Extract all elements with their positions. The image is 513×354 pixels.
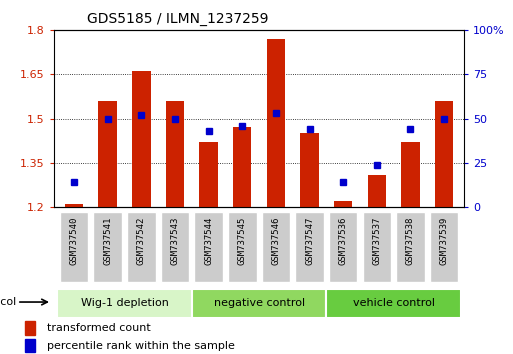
FancyBboxPatch shape — [93, 212, 122, 282]
Text: GDS5185 / ILMN_1237259: GDS5185 / ILMN_1237259 — [87, 12, 268, 26]
Text: transformed count: transformed count — [47, 323, 151, 333]
Text: GSM737547: GSM737547 — [305, 217, 314, 265]
Text: GSM737543: GSM737543 — [170, 217, 180, 265]
Text: GSM737545: GSM737545 — [238, 217, 247, 265]
Text: negative control: negative control — [213, 298, 305, 308]
Bar — [300, 133, 319, 207]
Text: protocol: protocol — [0, 297, 16, 307]
FancyBboxPatch shape — [430, 212, 459, 282]
Text: vehicle control: vehicle control — [352, 298, 435, 308]
FancyBboxPatch shape — [194, 212, 223, 282]
Bar — [132, 72, 151, 207]
Bar — [367, 175, 386, 207]
FancyBboxPatch shape — [329, 212, 358, 282]
Text: GSM737536: GSM737536 — [339, 217, 348, 265]
Bar — [233, 127, 251, 207]
FancyBboxPatch shape — [228, 212, 256, 282]
Bar — [267, 39, 285, 207]
Bar — [435, 101, 453, 207]
FancyBboxPatch shape — [57, 289, 192, 318]
FancyBboxPatch shape — [396, 212, 425, 282]
Text: GSM737538: GSM737538 — [406, 217, 415, 265]
FancyBboxPatch shape — [295, 212, 324, 282]
Bar — [25, 339, 35, 352]
FancyBboxPatch shape — [60, 212, 88, 282]
Text: GSM737537: GSM737537 — [372, 217, 381, 265]
FancyBboxPatch shape — [326, 289, 461, 318]
Bar — [25, 321, 35, 335]
Text: GSM737541: GSM737541 — [103, 217, 112, 265]
Text: GSM737542: GSM737542 — [137, 217, 146, 265]
Text: Wig-1 depletion: Wig-1 depletion — [81, 298, 168, 308]
FancyBboxPatch shape — [363, 212, 391, 282]
FancyBboxPatch shape — [192, 289, 326, 318]
FancyBboxPatch shape — [127, 212, 155, 282]
Text: GSM737539: GSM737539 — [440, 217, 448, 265]
FancyBboxPatch shape — [161, 212, 189, 282]
FancyBboxPatch shape — [262, 212, 290, 282]
Bar — [65, 204, 83, 207]
Bar — [200, 142, 218, 207]
Text: GSM737544: GSM737544 — [204, 217, 213, 265]
Bar — [334, 201, 352, 207]
Bar — [98, 101, 117, 207]
Bar — [166, 101, 184, 207]
Text: GSM737540: GSM737540 — [70, 217, 78, 265]
Text: percentile rank within the sample: percentile rank within the sample — [47, 341, 235, 350]
Bar — [401, 142, 420, 207]
Text: GSM737546: GSM737546 — [271, 217, 281, 265]
